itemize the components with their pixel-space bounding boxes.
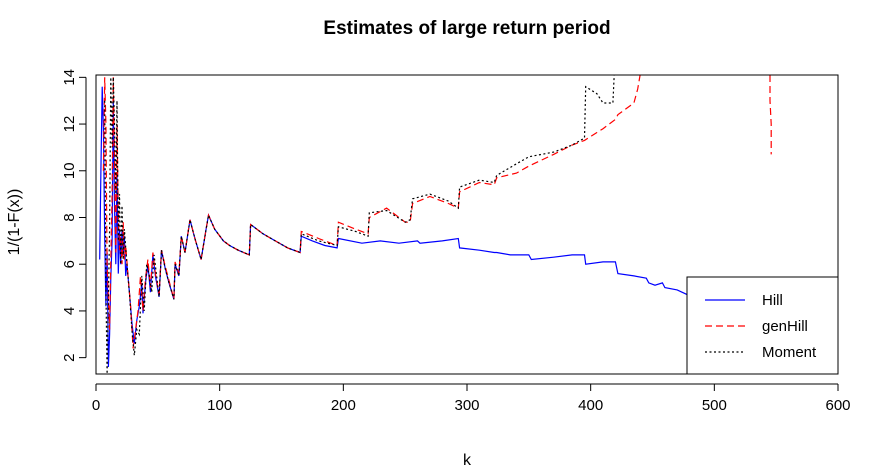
y-tick-label: 2 <box>61 353 78 361</box>
x-tick-label: 300 <box>454 397 479 414</box>
x-axis-ticks: 0 100 200 300 400 500 600 <box>92 383 851 414</box>
legend-label-moment: Moment <box>762 344 817 361</box>
legend-label-hill: Hill <box>762 292 783 309</box>
chart-title: Estimates of large return period <box>323 18 610 39</box>
x-tick-label: 500 <box>702 397 727 414</box>
y-tick-label: 8 <box>61 213 78 221</box>
plot-frame <box>95 74 839 375</box>
series-lines <box>99 75 772 374</box>
x-tick-label: 200 <box>331 397 356 414</box>
y-tick-label: 14 <box>61 69 78 86</box>
y-tick-label: 12 <box>61 116 78 133</box>
y-tick-label: 10 <box>61 162 78 179</box>
series-line-genhill <box>102 75 641 349</box>
y-tick-label: 4 <box>61 307 78 315</box>
x-tick-label: 400 <box>578 397 603 414</box>
x-tick-label: 600 <box>825 397 850 414</box>
x-tick-label: 0 <box>92 397 100 414</box>
y-tick-label: 6 <box>61 260 78 268</box>
legend-box <box>686 276 839 375</box>
x-tick-label: 100 <box>207 397 232 414</box>
legend-label-genhill: genHill <box>762 318 808 335</box>
series-line-moment <box>104 75 615 374</box>
y-axis-ticks: 2 4 6 8 10 12 14 <box>61 69 87 362</box>
legend: Hill genHill Moment <box>686 276 839 375</box>
y-axis-label: 1/(1-F(x)) <box>6 189 23 256</box>
x-axis-label: k <box>463 452 472 469</box>
series-segment-genhill <box>769 75 772 155</box>
